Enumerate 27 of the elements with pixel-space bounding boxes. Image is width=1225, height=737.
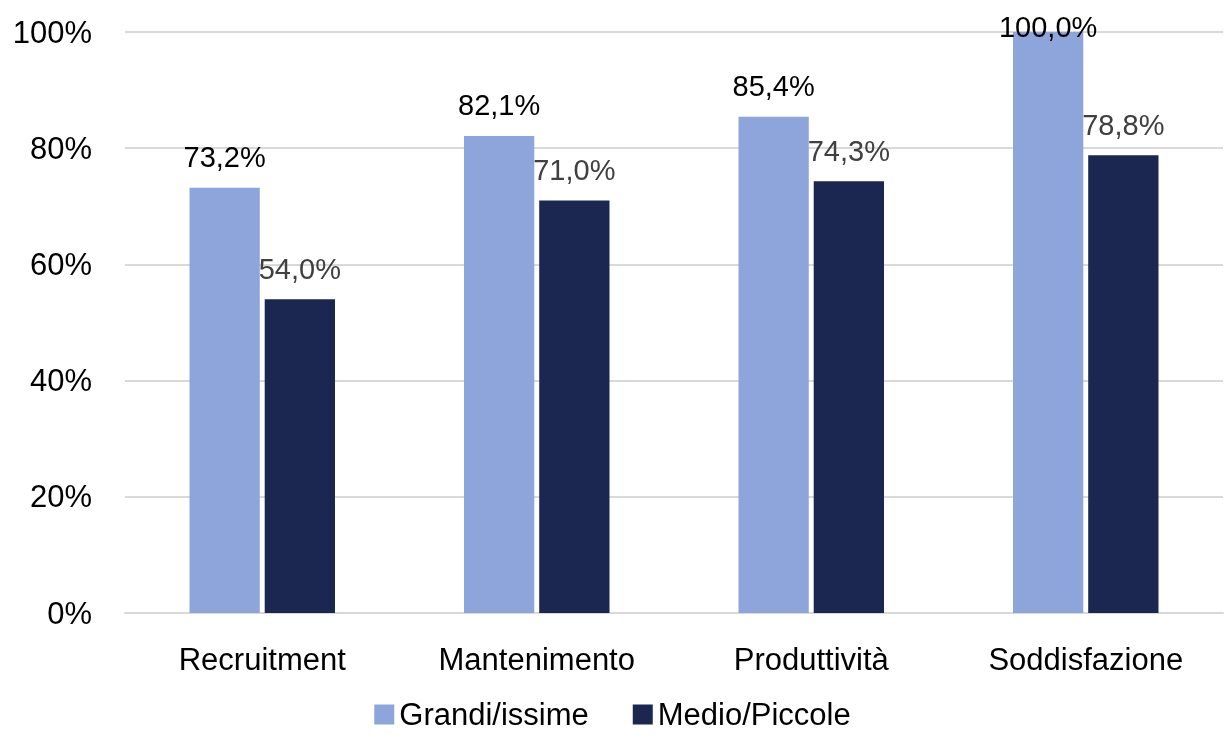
x-tick-label: Mantenimento <box>438 642 635 677</box>
data-label: 71,0% <box>533 153 616 186</box>
data-label: 82,1% <box>458 89 541 122</box>
data-label: 74,3% <box>807 134 890 167</box>
bar <box>264 299 335 613</box>
bar <box>539 200 610 613</box>
data-label: 73,2% <box>183 141 266 174</box>
bar <box>189 187 260 613</box>
y-tick-label: 20% <box>29 479 92 515</box>
bar <box>813 181 884 613</box>
y-tick-label: 40% <box>29 363 92 399</box>
x-tick-label: Produttività <box>733 642 890 677</box>
legend-label: Medio/Piccole <box>657 697 851 732</box>
x-tick-label: Recruitment <box>178 642 347 677</box>
y-tick-label: 100% <box>12 14 92 50</box>
legend-label: Grandi/issime <box>399 697 589 732</box>
data-label: 78,8% <box>1082 108 1165 141</box>
bar <box>464 136 535 613</box>
bar <box>1088 155 1159 613</box>
data-label: 85,4% <box>732 70 815 103</box>
y-tick-label: 80% <box>29 130 92 166</box>
bar <box>738 116 809 613</box>
x-tick-label: Soddisfazione <box>988 642 1184 677</box>
y-tick-label: 60% <box>29 246 92 282</box>
data-label: 100,0% <box>998 10 1098 43</box>
data-label: 54,0% <box>258 252 341 285</box>
y-tick-label: 0% <box>47 595 92 631</box>
